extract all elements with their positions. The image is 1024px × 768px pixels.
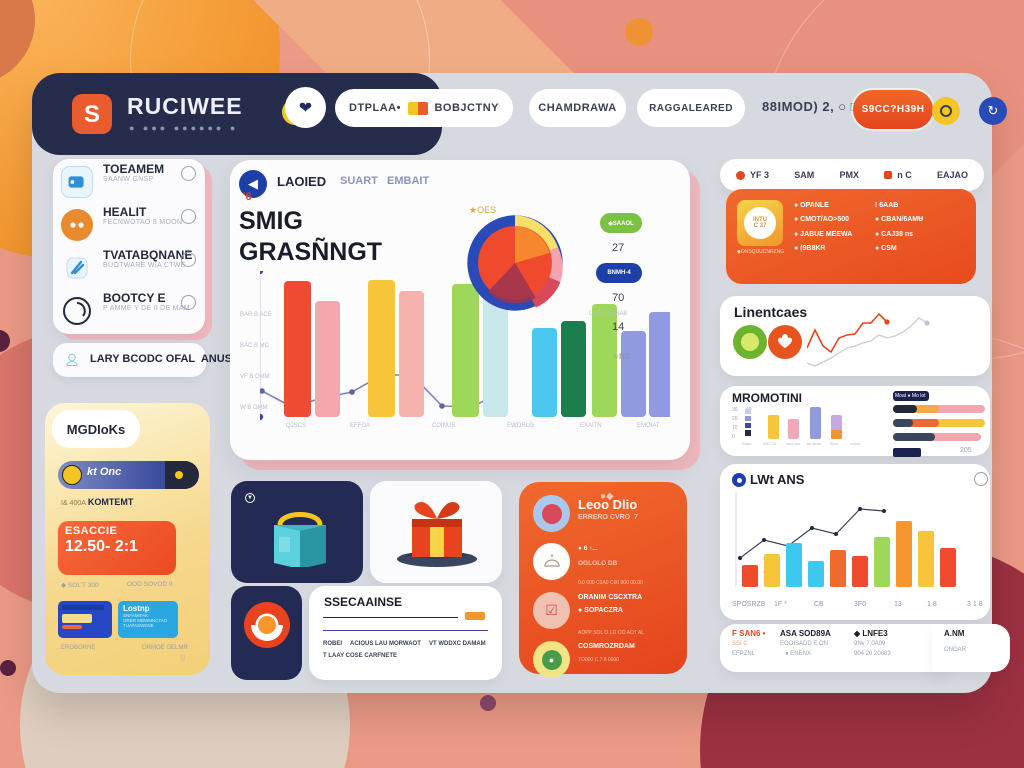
svg-text:op sphn: op sphn — [807, 441, 821, 445]
svg-text:svode: svode — [850, 441, 861, 445]
svg-text:S: S — [84, 101, 100, 128]
svg-text:0: 0 — [732, 434, 735, 440]
svg-text:Adaa: Adaa — [742, 441, 752, 445]
svg-text:20: 20 — [732, 416, 738, 422]
svg-text:10: 10 — [732, 425, 738, 431]
svg-text:ABCOs: ABCOs — [763, 441, 776, 445]
svg-text:Btoo: Btoo — [830, 441, 839, 445]
svg-text:ctee bot: ctee bot — [786, 441, 801, 445]
svg-text:30: 30 — [732, 407, 738, 413]
